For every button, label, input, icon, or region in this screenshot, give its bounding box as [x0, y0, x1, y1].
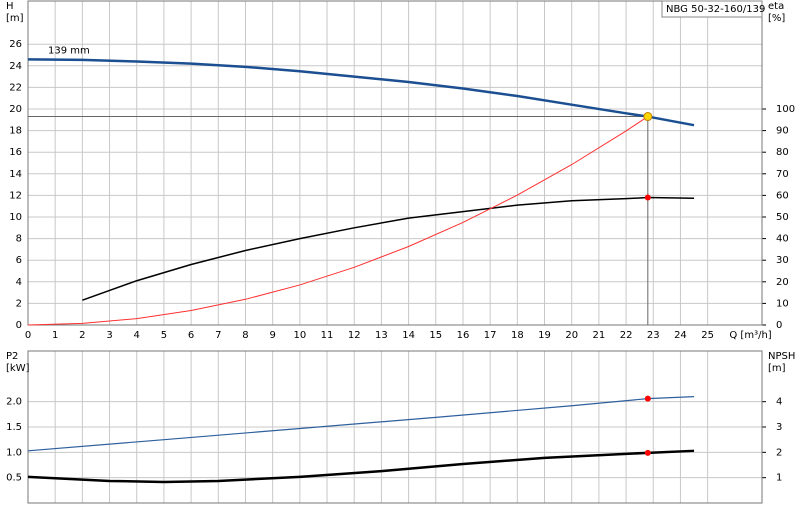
- y-tick-label: 2.0: [6, 397, 22, 408]
- y-axis-label: [kW]: [6, 363, 30, 374]
- y2-tick-label: 100: [776, 104, 795, 115]
- y2-tick-label: 30: [776, 255, 789, 266]
- x-tick-label: 18: [511, 330, 524, 341]
- y2-tick-label: 10: [776, 298, 789, 309]
- duty-point: [644, 194, 651, 201]
- x-tick-label: 21: [593, 330, 606, 341]
- y2-tick-label: 70: [776, 169, 789, 180]
- x-tick-label: 4: [134, 330, 140, 341]
- y2-tick-label: 0: [776, 320, 782, 331]
- y-axis-label: P2: [6, 351, 18, 362]
- y-tick-label: 6: [16, 255, 22, 266]
- y-tick-label: 18: [9, 126, 22, 137]
- y-tick-label: 1.5: [6, 422, 22, 433]
- x-tick-label: 11: [321, 330, 334, 341]
- y-tick-label: 8: [16, 234, 22, 245]
- x-tick-label: 23: [647, 330, 660, 341]
- y-tick-label: 22: [9, 82, 22, 93]
- y-tick-label: 12: [9, 190, 22, 201]
- plot-frame: [27, 350, 763, 504]
- x-tick-label: 2: [79, 330, 85, 341]
- x-tick-label: 9: [269, 330, 275, 341]
- y-tick-label: 0: [16, 320, 22, 331]
- x-tick-label: 5: [161, 330, 167, 341]
- y2-tick-label: 4: [776, 397, 782, 408]
- x-tick-label: 8: [242, 330, 248, 341]
- y-tick-label: 14: [9, 169, 22, 180]
- y-tick-label: 24: [9, 61, 22, 72]
- y2-tick-label: 40: [776, 234, 789, 245]
- y-tick-label: 10: [9, 212, 22, 223]
- x-tick-label: 0: [25, 330, 31, 341]
- y-axis-label: H: [6, 1, 14, 12]
- x-tick-label: 24: [674, 330, 687, 341]
- curve: [27, 116, 649, 326]
- y2-tick-label: 2: [776, 447, 782, 458]
- x-tick-label: 25: [701, 330, 714, 341]
- y2-tick-label: 20: [776, 277, 789, 288]
- y-tick-label: 0.5: [6, 473, 22, 484]
- curve: [82, 196, 695, 301]
- x-tick-label: 22: [620, 330, 633, 341]
- y-tick-label: 20: [9, 104, 22, 115]
- x-tick-label: 15: [429, 330, 442, 341]
- x-tick-label: 7: [215, 330, 221, 341]
- x-tick-label: 1: [52, 330, 58, 341]
- y2-tick-label: 80: [776, 147, 789, 158]
- x-tick-label: 13: [375, 330, 388, 341]
- y-tick-label: 16: [9, 147, 22, 158]
- x-tick-label: 16: [457, 330, 470, 341]
- y2-tick-label: 3: [776, 422, 782, 433]
- y2-tick-label: 60: [776, 190, 789, 201]
- duty-point: [644, 449, 651, 456]
- x-tick-label: 12: [348, 330, 361, 341]
- x-tick-label: 14: [402, 330, 415, 341]
- chart-title: NBG 50-32-160/139: [666, 4, 765, 15]
- duty-point: [643, 112, 653, 122]
- title-box: [661, 0, 763, 18]
- y2-axis-label: [%]: [768, 13, 785, 24]
- y2-tick-label: 1: [776, 473, 782, 484]
- x-tick-label: 17: [484, 330, 497, 341]
- y2-axis-label: [m]: [768, 363, 786, 374]
- y2-tick-label: 50: [776, 212, 789, 223]
- x-tick-label: 19: [538, 330, 551, 341]
- x-tick-label: 10: [293, 330, 306, 341]
- x-tick-label: 20: [565, 330, 578, 341]
- curve-label: 139 mm: [48, 45, 90, 56]
- x-tick-label: 6: [188, 330, 194, 341]
- y-tick-label: 2: [16, 298, 22, 309]
- y2-tick-label: 90: [776, 126, 789, 137]
- curve: [27, 58, 695, 127]
- y-tick-label: 26: [9, 39, 22, 50]
- y-axis-label: [m]: [6, 13, 24, 24]
- y2-axis-label: NPSH: [768, 351, 795, 362]
- x-axis-label: Q [m³/h]: [729, 330, 771, 341]
- y-tick-label: 4: [16, 277, 22, 288]
- y-tick-label: 1.0: [6, 447, 22, 458]
- x-tick-label: 3: [106, 330, 112, 341]
- duty-point: [644, 395, 651, 402]
- y2-axis-label: eta: [768, 1, 784, 12]
- plot-frame: [27, 0, 763, 326]
- curve: [27, 449, 695, 484]
